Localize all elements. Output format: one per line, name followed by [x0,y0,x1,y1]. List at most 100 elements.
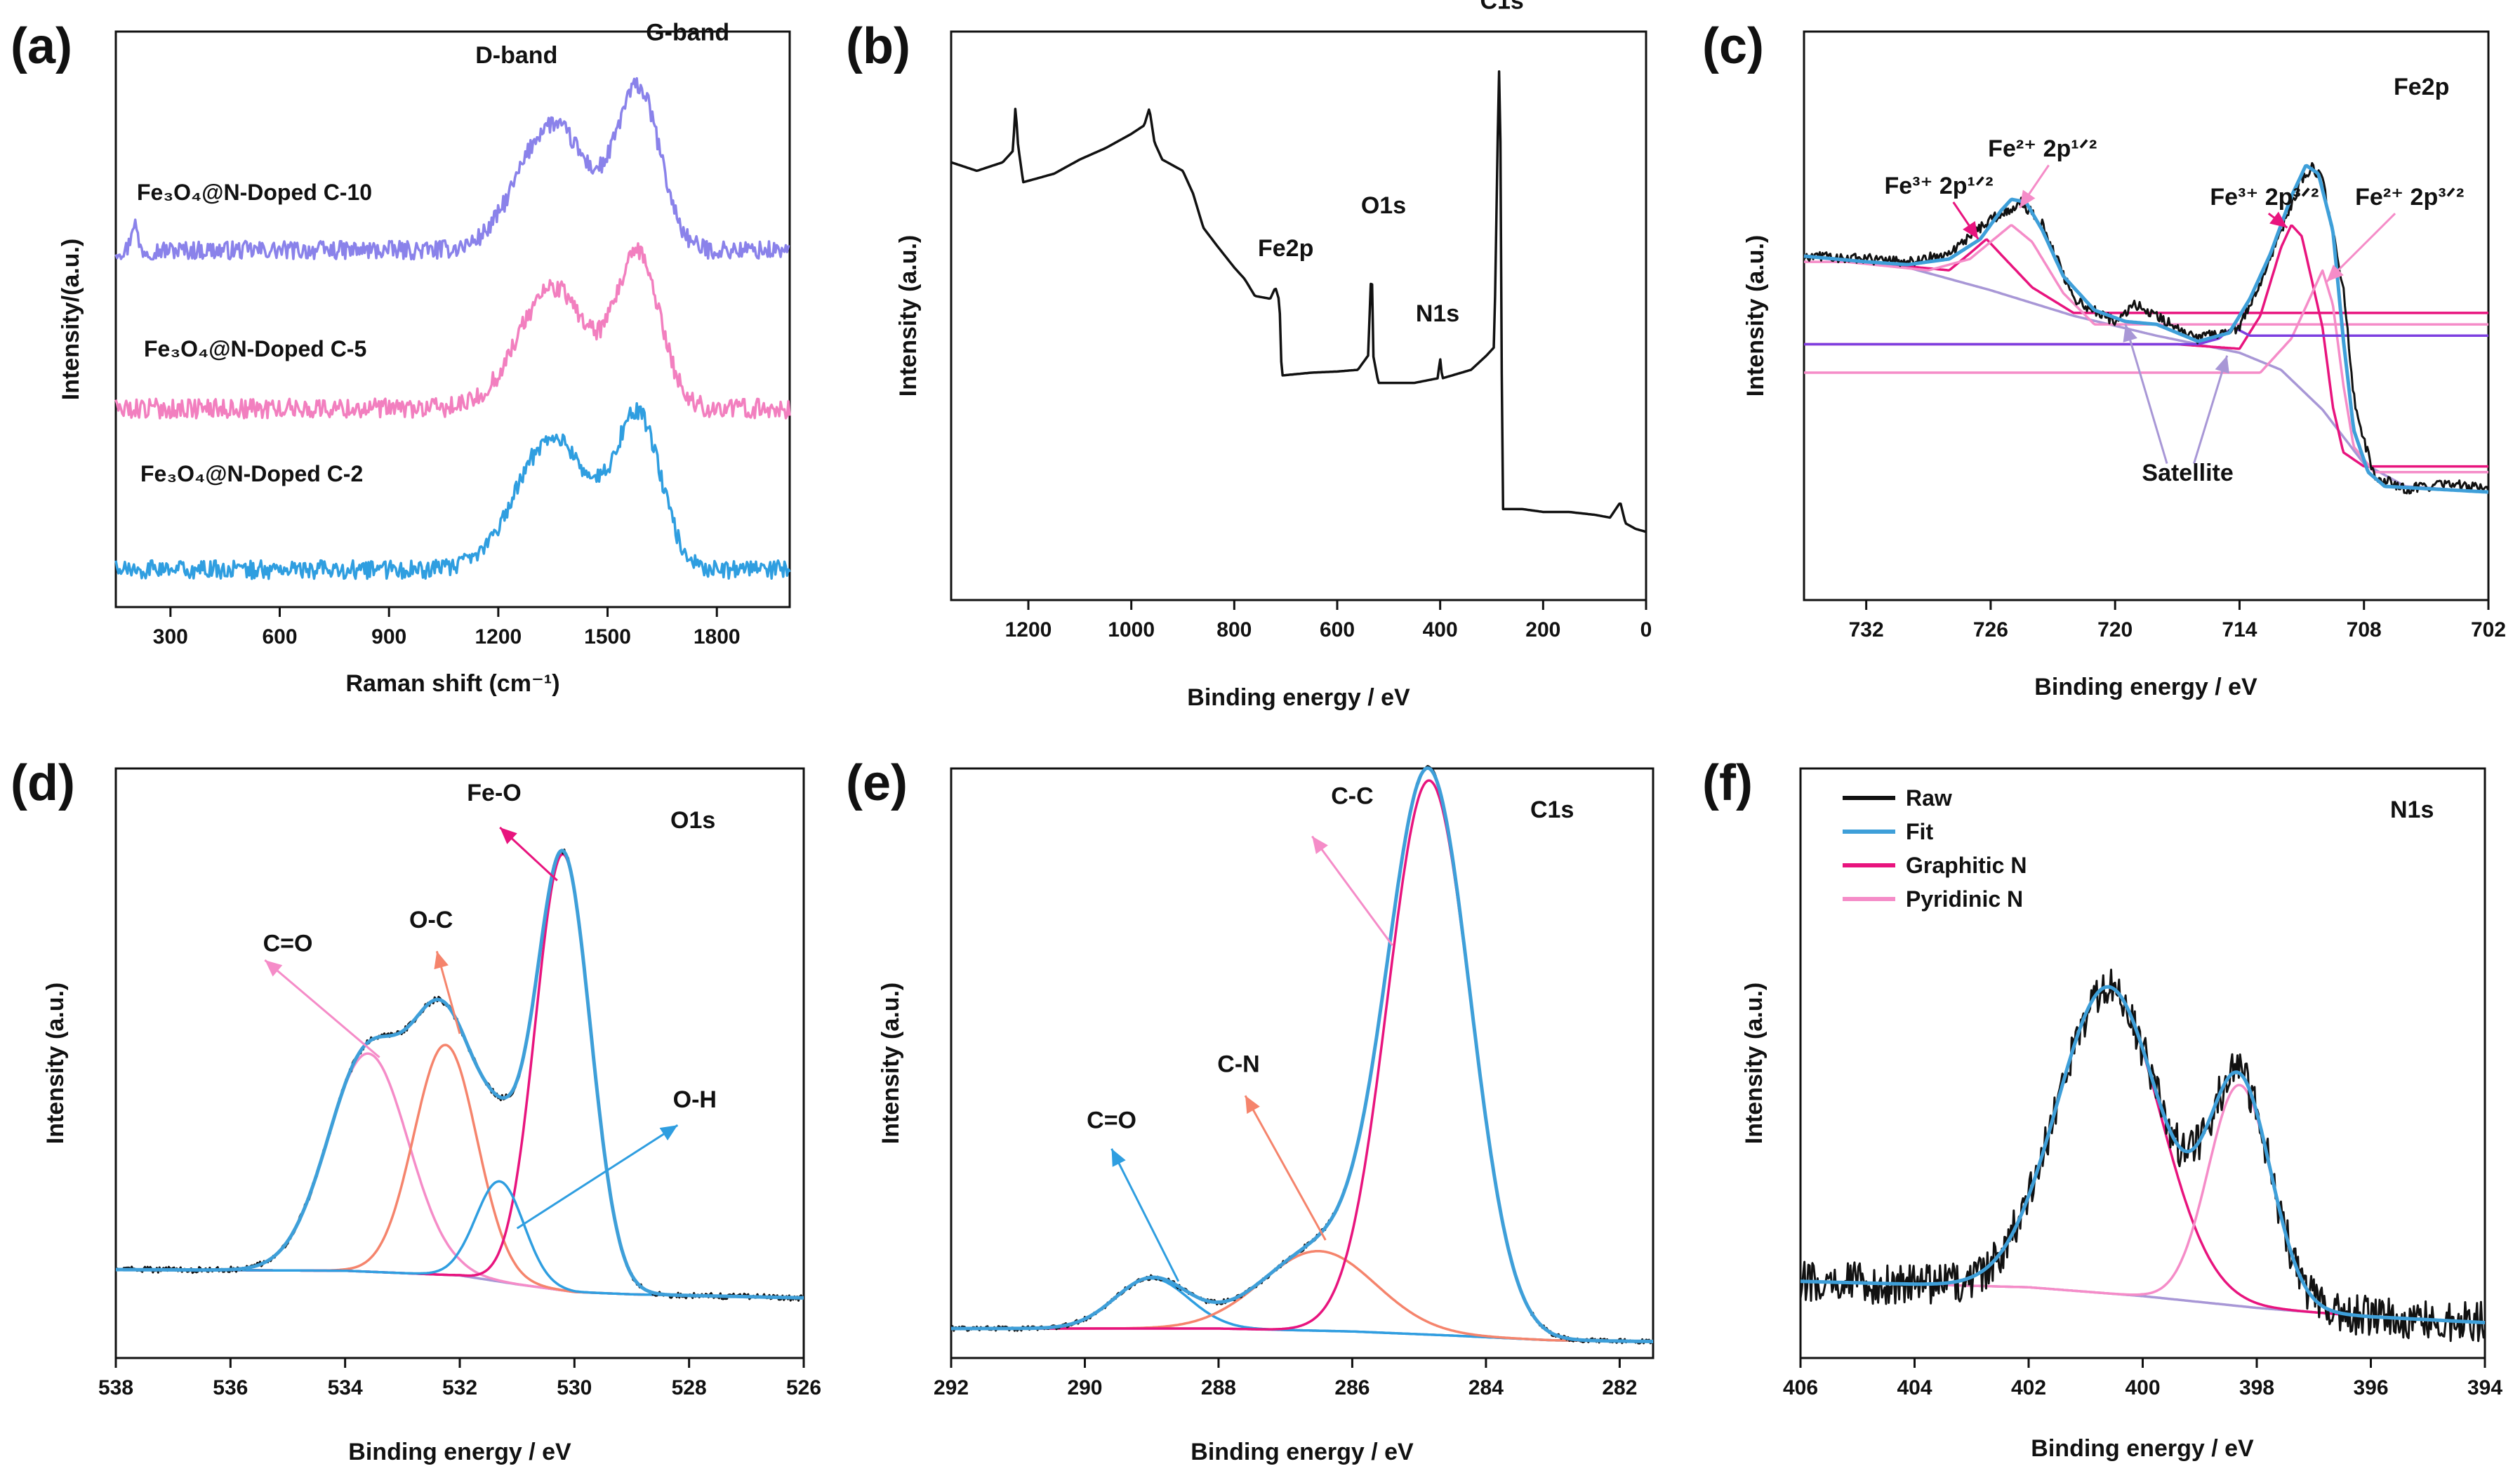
legend-label-0: Raw [1906,785,1952,811]
annotation-b-0: Fe2p [1258,235,1313,262]
annotation-c-4: Satellite [2142,460,2233,486]
annotation-d-3: O-H [673,1086,717,1113]
annotation-arrow-e-0 [1110,1148,1180,1282]
series-line-d-fe-o [116,853,804,1300]
series-line-c-satellite [1804,326,2488,346]
series-line-f-graphitic-n [1801,985,2486,1324]
panel-c: (c) 732 726 720 714 708 702 Fe2p Binding ener… [1702,18,2506,700]
x-tick-label-b-1: 1000 [1108,618,1155,641]
x-tick-label-b-0: 1200 [1005,618,1052,641]
annotation-e-0: C=O [1087,1107,1136,1133]
series-line-c-fit [1803,164,2489,494]
x-tick-label-e-2: 288 [1201,1376,1236,1399]
annotation-e-2: C-C [1331,783,1373,809]
panel-label-f: (f) [1702,755,1753,811]
x-tick-label-f-5: 396 [2353,1376,2388,1399]
plot-title-c: Fe2p [2394,74,2449,100]
annotation-group-c: Fe³⁺ 2p¹ᐟ² Fe²⁺ 2p¹ᐟ² Fe³⁺ 2p³ᐟ² Fe²⁺ 2p³ᐟ²… [1884,135,2464,486]
x-axis-label-b: Binding energy / eV [1187,684,1410,711]
series-line-a-fe-o-n-doped-c-5 [114,242,791,420]
series-line-d-background [116,1268,804,1300]
plot-title-f: N1s [2390,797,2434,823]
series-line-d-o-h [116,1180,804,1300]
legend-label-2: Graphitic N [1906,853,2027,878]
annotation-e-1: C-N [1217,1051,1259,1078]
y-axis-label-f: Intensity (a.u.) [1741,983,1768,1144]
annotation-arrow-c-5 [2193,355,2229,465]
x-tick-label-d-0: 538 [98,1376,133,1399]
x-tick-label-d-1: 536 [213,1376,248,1399]
x-tick-label-c-1: 726 [1973,618,2008,641]
y-axis-label-d: Intensity (a.u.) [42,983,69,1144]
x-tick-label-d-5: 528 [672,1376,707,1399]
series-line-d-fit [115,848,804,1300]
annotation-c-1: Fe²⁺ 2p¹ᐟ² [1988,135,2097,162]
x-tick-label-c-3: 714 [2222,618,2257,641]
series-line-c-raw [1803,161,2490,495]
annotation-arrow-d-0 [264,959,380,1058]
series-line-b-survey [950,70,1647,533]
x-tick-label-e-3: 286 [1334,1376,1370,1399]
series-line-c-fe2-2p3-2 [1804,269,2488,474]
x-tick-label-f-0: 406 [1783,1376,1818,1399]
series-group-d [114,848,805,1302]
legend-label-1: Fit [1906,819,1933,844]
annotation-arrow-c-4 [2123,324,2168,465]
panel-e: (e) 292 290 288 286 284 282 C1s Binding energ… [846,755,1654,1465]
x-tick-label-f-3: 400 [2125,1376,2160,1399]
plot-title-e: C1s [1530,797,1574,823]
legend-f: Raw Fit Graphitic N Pyridinic N [1843,785,2027,912]
x-tick-label-a-4: 1500 [584,625,631,648]
series-line-e-c-c [951,779,1653,1343]
x-tick-label-a-0: 300 [153,625,188,648]
x-tick-label-f-6: 394 [2467,1376,2502,1399]
x-axis-label-f: Binding energy / eV [2031,1435,2254,1462]
y-axis-label-a: Intensity/(a.u.) [58,239,84,400]
annotation-arrow-d-2 [499,826,558,881]
x-tick-label-c-2: 720 [2097,618,2133,641]
annotation-d-1: O-C [409,907,453,933]
x-tick-label-b-4: 400 [1423,618,1458,641]
x-tick-label-b-5: 200 [1525,618,1560,641]
annotation-b-2: N1s [1416,300,1459,327]
x-tick-label-d-4: 530 [557,1376,592,1399]
panel-f: (f) 406 404 402 400 398 396 394 N1s Binding en… [1702,755,2502,1462]
x-tick-label-e-0: 292 [934,1376,969,1399]
annotation-group-a: D-band G-band [475,19,729,69]
annotation-d-2: Fe-O [467,780,521,806]
x-tick-label-f-1: 404 [1897,1376,1932,1399]
series-group-a [114,76,791,580]
x-tick-label-b-6: 0 [1640,618,1652,641]
x-tick-label-c-0: 732 [1849,618,1884,641]
x-tick-label-a-5: 1800 [694,625,741,648]
x-tick-label-a-1: 600 [262,625,297,648]
series-label-a-2: Fe₃O₄@N-Doped C-5 [144,336,366,361]
annotation-arrow-d-3 [516,1124,679,1230]
plot-frame-e [950,767,1654,1359]
series-group-c [1803,161,2490,495]
series-line-c-fe2-2p1-2 [1804,224,2488,326]
annotation-group-b: Fe2p O1s N1s C1s [1258,0,1524,327]
tick-group-c: 732 726 720 714 708 702 [1849,600,2506,641]
x-axis-label-c: Binding energy / eV [2034,674,2257,700]
x-tick-label-c-5: 702 [2471,618,2506,641]
panel-label-b: (b) [846,18,910,74]
series-line-c-fe3-2p1-2 [1803,238,2488,314]
series-line-f-fit [1800,985,2486,1325]
panel-b: (b) 1200 1000 800 600 400 200 0 Binding energy… [846,0,1652,711]
x-axis-label-e: Binding energy / eV [1191,1439,1414,1465]
x-axis-label-d: Binding energy / eV [348,1439,571,1465]
tick-group-a: 300 600 900 1200 1500 1800 [153,607,741,648]
series-line-a-fe-o-n-doped-c-2 [114,402,791,580]
panel-label-a: (a) [11,18,72,74]
annotation-arrow-c-0 [1952,201,1979,240]
y-axis-label-e: Intensity (a.u.) [877,983,904,1144]
plot-frame-a [114,30,791,608]
annotation-a-1: G-band [646,19,729,46]
tick-group-b: 1200 1000 800 600 400 200 0 [1005,600,1652,641]
annotation-arrow-e-2 [1311,835,1393,946]
legend-label-3: Pyridinic N [1906,886,2023,912]
series-group-b [950,70,1647,533]
annotation-arrow-c-2 [2267,211,2288,229]
